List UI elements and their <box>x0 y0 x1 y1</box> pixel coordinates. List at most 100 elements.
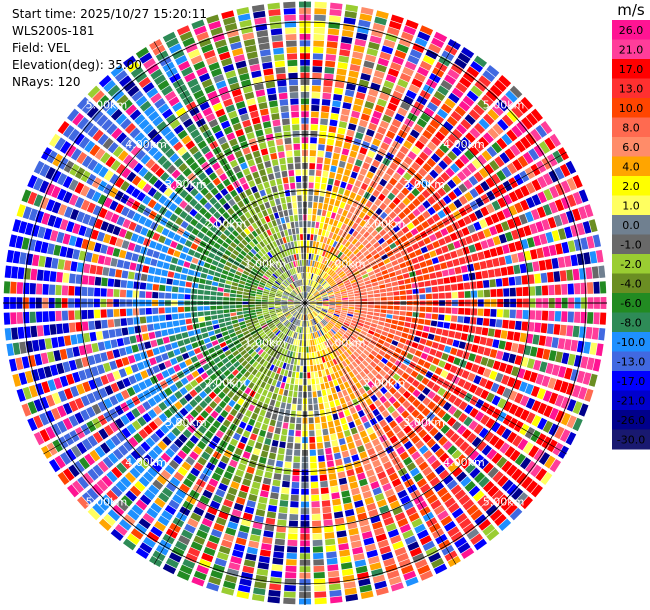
ppi-gate <box>395 330 402 337</box>
ppi-gate <box>297 313 301 319</box>
ppi-gate <box>224 317 231 322</box>
ppi-gate <box>340 154 348 162</box>
ppi-gate <box>399 72 412 83</box>
ppi-gate <box>337 221 343 229</box>
ppi-gate <box>383 400 392 409</box>
ppi-gate <box>557 228 567 240</box>
ppi-gate <box>276 525 287 533</box>
ppi-gate <box>410 370 419 378</box>
ppi-gate <box>516 287 523 297</box>
ppi-gate <box>395 415 404 424</box>
ppi-gate <box>362 260 370 267</box>
ppi-gate <box>463 215 472 225</box>
ppi-gate <box>295 430 301 437</box>
ppi-gate <box>287 330 292 337</box>
ppi-gate <box>19 341 27 354</box>
ppi-gate <box>253 406 261 415</box>
ppi-gate <box>487 328 495 337</box>
ppi-gate <box>447 526 460 538</box>
ppi-gate <box>328 306 335 309</box>
ppi-gate <box>535 373 545 385</box>
ppi-gate <box>329 305 336 307</box>
ppi-gate <box>61 310 69 321</box>
ppi-gate <box>430 443 441 453</box>
ppi-gate <box>326 138 335 146</box>
ppi-gate <box>401 226 410 234</box>
ppi-gate <box>213 255 221 262</box>
ppi-gate <box>301 340 304 347</box>
ppi-gate <box>148 331 156 340</box>
ppi-gate <box>359 228 367 236</box>
ppi-gate <box>309 163 316 170</box>
ppi-gate <box>214 271 221 278</box>
ppi-gate <box>537 417 548 430</box>
ppi-gate <box>290 494 299 501</box>
ppi-gate <box>374 132 384 141</box>
ppi-gate <box>286 552 297 560</box>
ppi-gate <box>305 307 307 314</box>
ppi-gate <box>295 352 299 359</box>
ppi-gate <box>373 312 380 317</box>
ppi-gate <box>66 247 74 259</box>
ppi-gate <box>357 153 366 161</box>
ppi-gate <box>481 327 489 336</box>
ppi-gate <box>362 360 369 367</box>
ppi-gate <box>351 332 359 339</box>
ppi-gate <box>456 471 467 483</box>
ppi-gate <box>352 398 359 406</box>
ppi-gate <box>199 322 206 328</box>
ppi-gate <box>459 154 470 165</box>
ppi-gate <box>448 268 456 276</box>
ppi-gate <box>312 318 317 325</box>
ppi-gate <box>458 307 465 315</box>
ppi-gate <box>81 310 88 320</box>
ppi-gate <box>293 462 300 469</box>
ppi-gate <box>429 476 441 487</box>
ppi-gate <box>336 530 347 538</box>
ppi-gate <box>309 301 316 303</box>
ppi-gate <box>257 562 270 570</box>
ppi-gate <box>496 170 507 182</box>
ppi-gate <box>416 324 424 331</box>
ppi-gate <box>409 419 419 429</box>
ppi-gate <box>326 332 332 339</box>
ppi-gate <box>460 46 475 59</box>
ppi-gate <box>437 209 446 219</box>
ppi-gate <box>278 447 285 455</box>
ppi-gate <box>485 259 494 269</box>
ppi-gate <box>372 459 381 468</box>
ppi-gate <box>456 323 463 332</box>
ppi-gate <box>421 407 431 417</box>
ppi-gate <box>43 270 51 282</box>
ppi-gate <box>264 438 272 446</box>
ppi-gate <box>395 269 402 276</box>
ppi-gate <box>327 323 333 329</box>
ppi-gate <box>515 101 529 114</box>
ppi-gate <box>267 596 281 604</box>
ppi-gate <box>372 189 380 198</box>
ppi-gate <box>526 358 535 369</box>
ppi-gate <box>387 102 398 112</box>
ppi-gate <box>402 66 414 77</box>
ppi-gate <box>177 259 185 266</box>
ppi-gate <box>447 355 455 364</box>
ppi-gate <box>249 433 258 441</box>
ppi-gate <box>313 559 325 566</box>
ppi-gate <box>249 534 261 542</box>
ppi-gate <box>349 276 356 282</box>
ppi-gate <box>319 256 324 263</box>
ppi-gate <box>255 509 266 517</box>
ppi-gate <box>412 312 419 318</box>
ppi-gate <box>519 457 532 470</box>
ppi-gate <box>560 412 571 426</box>
ppi-gate <box>341 297 348 300</box>
ppi-gate <box>315 241 320 248</box>
ppi-gate <box>554 410 565 423</box>
ppi-gate <box>446 115 458 127</box>
ppi-gate <box>268 300 275 302</box>
ppi-gate <box>180 325 187 332</box>
ppi-gate <box>298 391 303 398</box>
ppi-gate <box>355 506 366 515</box>
ppi-gate <box>328 218 334 226</box>
ppi-gate <box>338 355 344 362</box>
